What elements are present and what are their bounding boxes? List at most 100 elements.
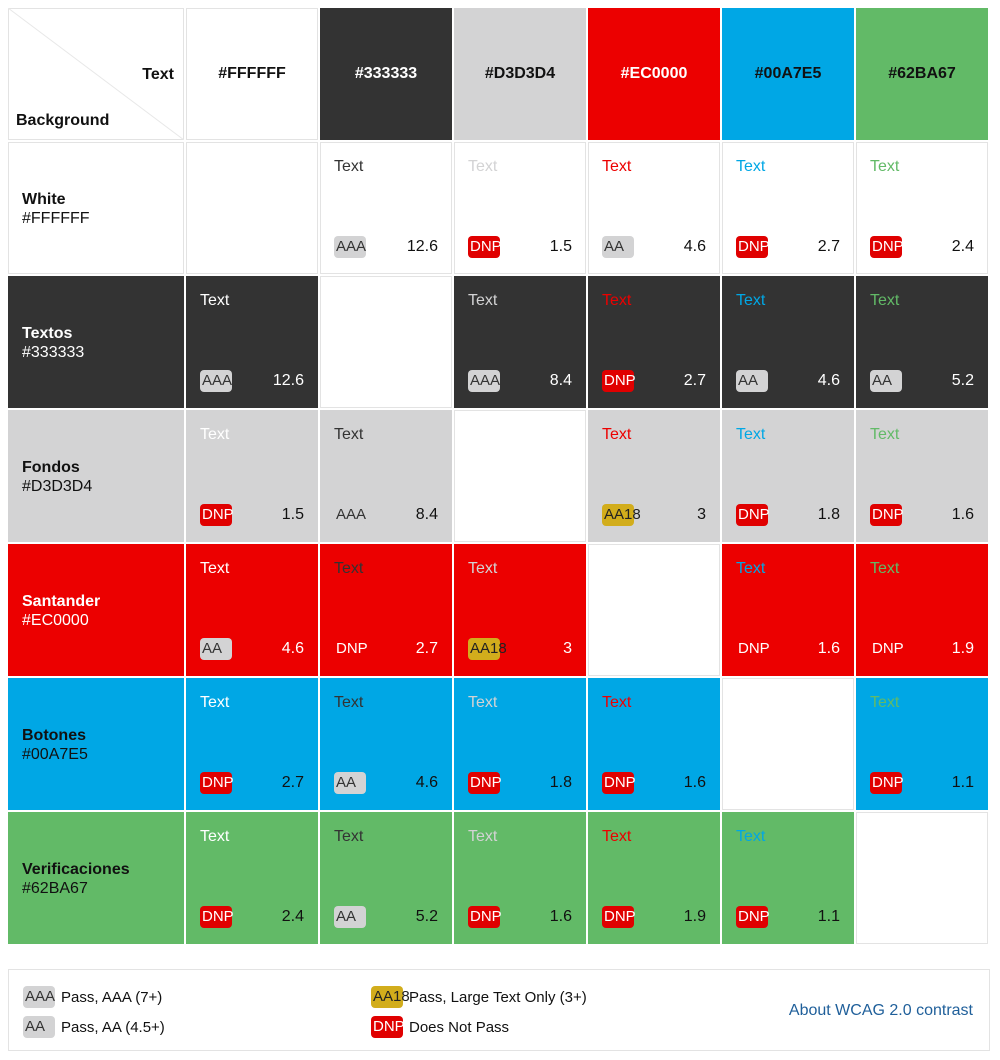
contrast-cell: Text DNP 1.9	[856, 544, 988, 676]
contrast-ratio: 3	[697, 506, 706, 523]
rating-badge-aa18: AA18	[468, 638, 507, 660]
sample-text: Text	[468, 828, 498, 845]
rating-badge-dnp: DNP	[602, 906, 636, 928]
rating-badge-dnp: DNP	[738, 640, 770, 657]
contrast-cell: Text DNP 2.4	[186, 812, 318, 944]
row-header-name: Fondos	[22, 459, 80, 476]
contrast-cell: Text DNP 1.1	[722, 812, 854, 944]
empty-cell	[722, 678, 854, 810]
sample-text: Text	[870, 426, 900, 443]
contrast-cell: Text AAA 8.4	[320, 410, 452, 542]
contrast-ratio: 12.6	[272, 372, 304, 389]
sample-text: Text	[736, 828, 766, 845]
column-header-hex: #62BA67	[888, 65, 956, 82]
column-header-d3d3d4: #D3D3D4	[454, 8, 586, 140]
sample-text: Text	[870, 560, 900, 577]
contrast-ratio: 1.6	[549, 908, 572, 925]
sample-text: Text	[200, 560, 230, 577]
contrast-ratio: 1.8	[817, 506, 840, 523]
contrast-ratio: 8.4	[549, 372, 572, 389]
empty-cell	[186, 142, 318, 274]
contrast-ratio: 1.8	[549, 774, 572, 791]
contrast-cell: Text DNP 1.5	[454, 142, 586, 274]
row-header-name: Botones	[22, 727, 86, 744]
contrast-cell: Text AA 4.6	[588, 142, 720, 274]
sample-text: Text	[334, 828, 364, 845]
contrast-cell: Text DNP 2.7	[320, 544, 452, 676]
sample-text: Text	[736, 292, 766, 309]
column-header-hex: #00A7E5	[754, 65, 822, 82]
contrast-ratio: 2.7	[817, 238, 840, 255]
contrast-cell: Text DNP 1.5	[186, 410, 318, 542]
legend-label-aa18: Pass, Large Text Only (3+)	[409, 988, 587, 1006]
sample-text: Text	[200, 426, 230, 443]
sample-text: Text	[334, 560, 364, 577]
contrast-ratio: 2.4	[951, 238, 974, 255]
sample-text: Text	[334, 426, 364, 443]
corner-background-label: Background	[16, 112, 110, 129]
row-header-hex: #00A7E5	[22, 746, 88, 763]
contrast-cell: Text DNP 1.1	[856, 678, 988, 810]
contrast-cell: Text DNP 1.6	[722, 544, 854, 676]
contrast-cell: Text DNP 2.7	[588, 276, 720, 408]
contrast-cell: Text AAA 12.6	[320, 142, 452, 274]
legend-badge-aa18: AA18	[371, 986, 410, 1008]
about-wcag-link[interactable]: About WCAG 2.0 contrast	[788, 1002, 973, 1019]
contrast-cell: Text AA 5.2	[320, 812, 452, 944]
contrast-cell: Text AA 4.6	[186, 544, 318, 676]
sample-text: Text	[334, 158, 364, 175]
row-header-name: White	[22, 191, 66, 208]
contrast-ratio: 4.6	[281, 640, 304, 657]
sample-text: Text	[870, 292, 900, 309]
contrast-ratio: 1.6	[951, 506, 974, 523]
row-header-name: Santander	[22, 593, 101, 610]
sample-text: Text	[468, 158, 498, 175]
contrast-ratio: 3	[563, 640, 572, 657]
legend-label-aa: Pass, AA (4.5+)	[61, 1018, 165, 1036]
rating-badge-dnp: DNP	[870, 504, 904, 526]
rating-badge-dnp: DNP	[870, 236, 904, 258]
contrast-cell: Text DNP 1.6	[454, 812, 586, 944]
contrast-cell: Text AA18 3	[588, 410, 720, 542]
row-header-santander: Santander #EC0000	[8, 544, 184, 676]
rating-badge-dnp: DNP	[602, 370, 636, 392]
rating-badge-aa: AA	[602, 236, 634, 258]
sample-text: Text	[468, 292, 498, 309]
sample-text: Text	[334, 694, 364, 711]
legend-panel: AAA Pass, AAA (7+) AA Pass, AA (4.5+) AA…	[8, 969, 990, 1051]
rating-badge-dnp: DNP	[468, 236, 502, 258]
legend-label-dnp: Does Not Pass	[409, 1018, 510, 1036]
row-header-hex: #62BA67	[22, 880, 88, 897]
contrast-ratio: 12.6	[406, 238, 438, 255]
contrast-ratio: 1.5	[549, 238, 572, 255]
contrast-ratio: 5.2	[415, 908, 438, 925]
contrast-cell: Text DNP 1.9	[588, 812, 720, 944]
contrast-cell: Text AA 4.6	[722, 276, 854, 408]
sample-text: Text	[468, 560, 498, 577]
sample-text: Text	[602, 694, 632, 711]
rating-badge-dnp: DNP	[468, 906, 502, 928]
contrast-grid: Text Background #FFFFFF #333333 #D3D3D4 #EC…	[8, 8, 988, 944]
contrast-ratio: 2.7	[683, 372, 706, 389]
contrast-cell: Text AA18 3	[454, 544, 586, 676]
column-header-00a7e5: #00A7E5	[722, 8, 854, 140]
row-header-white: White #FFFFFF	[8, 142, 184, 274]
rating-badge-aaa: AAA	[200, 370, 232, 392]
contrast-ratio: 1.9	[683, 908, 706, 925]
legend-badge-aaa: AAA	[23, 986, 55, 1008]
legend-label-aaa: Pass, AAA (7+)	[61, 988, 163, 1006]
row-header-name: Verificaciones	[22, 861, 130, 878]
contrast-cell: Text DNP 2.7	[722, 142, 854, 274]
contrast-ratio: 4.6	[817, 372, 840, 389]
contrast-ratio: 1.6	[817, 640, 840, 657]
column-header-ec0000: #EC0000	[588, 8, 720, 140]
rating-badge-aa18: AA18	[602, 504, 641, 526]
sample-text: Text	[736, 560, 766, 577]
contrast-ratio: 1.1	[951, 774, 974, 791]
contrast-ratio: 2.7	[415, 640, 438, 657]
corner-text-label: Text	[142, 66, 174, 83]
rating-badge-aa: AA	[870, 370, 902, 392]
row-header-textos: Textos #333333	[8, 276, 184, 408]
legend-badge-dnp: DNP	[371, 1016, 405, 1038]
column-header-ffffff: #FFFFFF	[186, 8, 318, 140]
